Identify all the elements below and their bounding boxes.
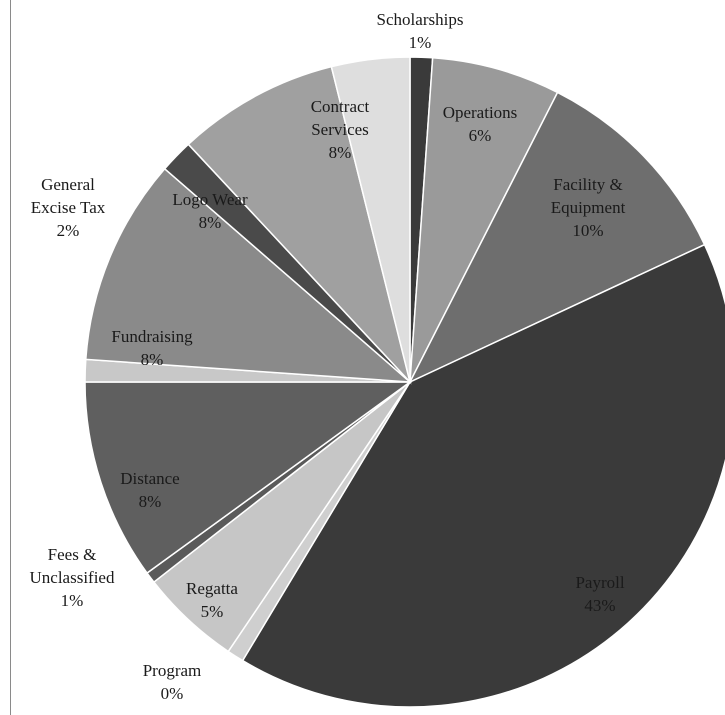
data-label-line: 8% bbox=[139, 492, 162, 511]
data-label-line: 2% bbox=[57, 221, 80, 240]
data-label-line: Contract bbox=[311, 97, 370, 116]
data-label-line: Facility & bbox=[553, 175, 622, 194]
data-label-line: Program bbox=[143, 661, 202, 680]
slice-operations bbox=[409, 56, 559, 383]
data-label-line: 6% bbox=[469, 126, 492, 145]
data-label-line: Excise Tax bbox=[31, 198, 106, 217]
data-label-line: Operations bbox=[443, 103, 518, 122]
slice-distance bbox=[84, 381, 413, 575]
data-label: Logo Wear 8% bbox=[172, 190, 248, 232]
data-label-line: 43% bbox=[584, 596, 615, 615]
data-label: Fundraising 8% bbox=[111, 327, 193, 369]
data-label-line: General bbox=[41, 175, 95, 194]
data-label-line: 8% bbox=[141, 350, 164, 369]
data-label: Operations 6% bbox=[443, 103, 518, 145]
data-label-line: Fundraising bbox=[111, 327, 193, 346]
data-label-line: Payroll bbox=[575, 573, 624, 592]
data-label-line: 5% bbox=[201, 602, 224, 621]
data-label-line: Scholarships bbox=[377, 10, 464, 29]
pie-slices bbox=[84, 56, 725, 708]
data-label-line: Logo Wear bbox=[172, 190, 248, 209]
data-label-line: Services bbox=[311, 120, 369, 139]
data-label: General Excise Tax 2% bbox=[31, 175, 106, 240]
data-label-line: 1% bbox=[409, 33, 432, 52]
data-label: Program 0% bbox=[143, 661, 202, 703]
data-label-line: Distance bbox=[120, 469, 179, 488]
data-label: Facility & Equipment 10% bbox=[551, 175, 626, 240]
data-label: Regatta 5% bbox=[186, 579, 238, 621]
data-label-line: 1% bbox=[61, 591, 84, 610]
slice-facility-equipment bbox=[408, 91, 706, 384]
data-label: Scholarships 1% bbox=[377, 10, 464, 52]
data-label-line: Regatta bbox=[186, 579, 238, 598]
slice-labels: Scholarships 1% Operations 6% Facility & Equi… bbox=[30, 10, 626, 703]
data-label-line: Equipment bbox=[551, 198, 626, 217]
data-label: Payroll 43% bbox=[575, 573, 624, 615]
slice-contract-services bbox=[330, 56, 411, 383]
slice-fundraising bbox=[84, 167, 413, 383]
data-label: Fees & Unclassified 1% bbox=[30, 545, 115, 610]
data-label-line: 8% bbox=[329, 143, 352, 162]
slice-logo-wear bbox=[187, 65, 412, 385]
data-label-line: 8% bbox=[199, 213, 222, 232]
data-label-line: 0% bbox=[161, 684, 184, 703]
slice-payroll bbox=[241, 243, 725, 708]
data-label-line: 10% bbox=[572, 221, 603, 240]
data-label-line: Unclassified bbox=[30, 568, 115, 587]
data-label: Distance 8% bbox=[120, 469, 179, 511]
data-label: Contract Services 8% bbox=[311, 97, 370, 162]
data-label-line: Fees & bbox=[48, 545, 97, 564]
left-border-line bbox=[10, 0, 11, 715]
